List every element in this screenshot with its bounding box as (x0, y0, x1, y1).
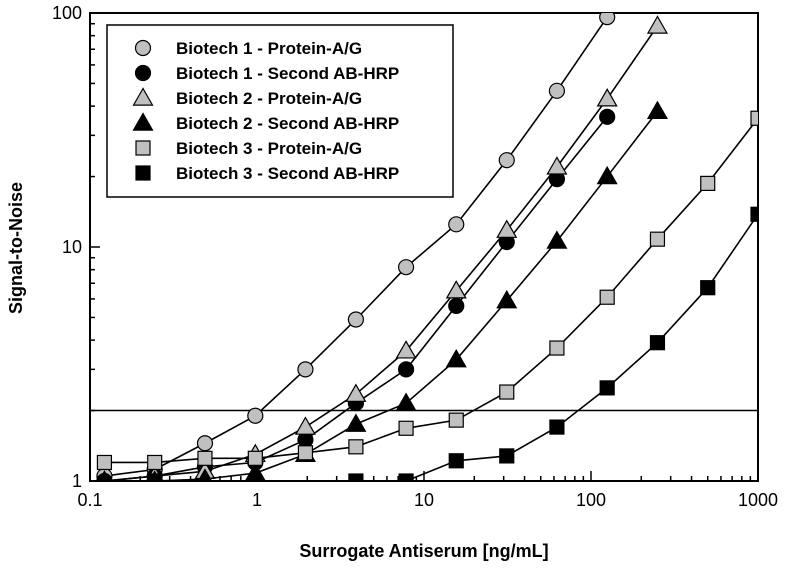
legend-label: Biotech 1 - Protein-A/G (176, 39, 362, 58)
data-point (448, 297, 465, 315)
series-5 (96, 110, 758, 471)
data-point (700, 175, 716, 191)
series-2 (96, 108, 616, 481)
data-point (348, 473, 364, 481)
x-tick-label: 0.1 (77, 490, 102, 510)
legend-label: Biotech 1 - Second AB-HRP (176, 64, 399, 83)
data-point (448, 412, 464, 428)
data-point (596, 88, 618, 107)
data-point (445, 348, 467, 368)
legend: Biotech 1 - Protein-A/G Biotech 1 - Secon… (106, 24, 454, 198)
legend-label: Biotech 3 - Protein-A/G (176, 139, 362, 158)
data-point (147, 454, 163, 471)
series-6 (147, 206, 758, 481)
data-point (398, 420, 414, 436)
series-layer (96, 13, 758, 481)
data-point (197, 468, 213, 481)
data-point (499, 384, 515, 400)
data-point (197, 450, 213, 466)
series-line (104, 25, 659, 481)
x-tick-label: 10 (414, 490, 434, 510)
data-point (395, 392, 417, 411)
data-point (397, 259, 415, 276)
data-point (297, 445, 314, 461)
data-point (496, 219, 518, 238)
data-point (599, 13, 616, 26)
data-point (750, 110, 758, 126)
y-tick-label: 10 (62, 237, 82, 257)
data-point (646, 15, 668, 34)
legend-box (106, 24, 454, 198)
y-tick-label: 100 (52, 3, 82, 23)
data-point (499, 448, 515, 464)
data-point (395, 340, 417, 359)
data-point (649, 231, 666, 247)
data-point (448, 453, 464, 469)
data-point (548, 82, 566, 99)
data-point (549, 419, 565, 435)
data-point (549, 340, 565, 356)
x-tick-label: 100 (576, 490, 606, 510)
data-point (196, 435, 214, 452)
data-point (96, 454, 113, 471)
data-point (98, 470, 111, 481)
data-point (496, 289, 518, 309)
data-point (294, 416, 316, 435)
data-point (546, 230, 568, 249)
data-point (646, 100, 668, 120)
x-tick-label: 1000 (738, 490, 778, 510)
data-point (247, 407, 264, 424)
legend-marker (135, 165, 151, 181)
data-point (247, 450, 263, 466)
data-point (599, 289, 615, 305)
data-point (448, 216, 465, 233)
data-point (599, 108, 616, 125)
legend-label: Biotech 3 - Second AB-HRP (176, 164, 399, 183)
legend-label: Biotech 2 - Protein-A/G (176, 89, 362, 108)
legend-marker (132, 112, 154, 131)
data-point (345, 383, 367, 402)
data-point (347, 311, 364, 328)
data-point (700, 280, 716, 296)
y-axis-title: Signal-to-Noise (6, 182, 26, 314)
data-point (348, 439, 364, 455)
series-line (104, 117, 758, 464)
y-tick-label: 1 (72, 471, 82, 491)
data-point (599, 380, 615, 396)
legend-marker (134, 39, 152, 57)
data-point (397, 361, 415, 378)
data-point (297, 361, 314, 378)
data-point (345, 413, 367, 432)
legend-label: Biotech 2 - Second AB-HRP (176, 114, 399, 133)
data-point (596, 165, 618, 185)
legend-marker (134, 64, 152, 82)
data-point (147, 473, 163, 481)
data-point (546, 156, 568, 175)
data-point (649, 335, 666, 351)
x-tick-label: 1 (252, 490, 262, 510)
legend-marker (132, 87, 154, 106)
data-point (750, 206, 758, 222)
series-line (104, 110, 659, 481)
data-point (398, 473, 414, 481)
data-point (498, 152, 515, 169)
x-axis-title: Surrogate Antiserum [ng/mL] (299, 541, 548, 561)
series-line (154, 213, 758, 481)
data-point (445, 280, 467, 299)
legend-marker (135, 140, 151, 156)
